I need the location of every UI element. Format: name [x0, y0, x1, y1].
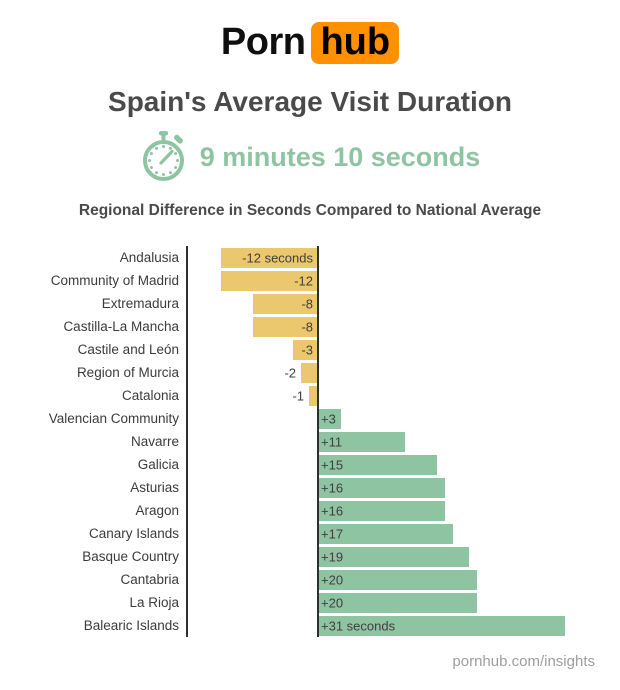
- chart-row: La Rioja +20: [0, 591, 620, 614]
- region-label: Cantabria: [120, 572, 179, 587]
- page-title: Spain's Average Visit Duration: [108, 86, 512, 117]
- value-bar: -8: [253, 316, 317, 337]
- region-label: Andalusia: [119, 250, 179, 265]
- value-bar: -12: [221, 270, 317, 291]
- duration-value: 9 minutes 10 seconds: [199, 141, 481, 172]
- logo-text-porn: Porn: [220, 21, 306, 63]
- value-label: -3: [301, 342, 313, 357]
- value-label: -1: [292, 388, 304, 403]
- chart-row: Asturias +16: [0, 476, 620, 499]
- region-label: Navarre: [130, 434, 179, 449]
- chart-row: Valencian Community +3: [0, 407, 620, 430]
- chart-row: Catalonia -1: [0, 384, 620, 407]
- value-label: +17: [321, 526, 344, 541]
- region-label: Extremadura: [101, 296, 179, 311]
- plot-cell: +20: [186, 591, 620, 614]
- region-label: Catalonia: [121, 388, 179, 403]
- region-label: Community of Madrid: [50, 273, 179, 288]
- value-label: -12: [294, 273, 313, 288]
- chart-row: Castilla-La Mancha -8: [0, 315, 620, 338]
- chart-title: Regional Difference in Seconds Compared …: [78, 202, 542, 219]
- plot-cell: -2: [186, 361, 620, 384]
- value-label: +31 seconds: [321, 618, 396, 633]
- pornhub-logo: Porn hub: [0, 0, 620, 65]
- value-bar: +19: [317, 546, 469, 567]
- value-label: +3: [321, 411, 336, 426]
- plot-cell: -12 seconds: [186, 246, 620, 269]
- value-label: +11: [321, 434, 343, 449]
- value-bar: -12 seconds: [221, 247, 317, 268]
- chart-row: Region of Murcia -2: [0, 361, 620, 384]
- plot-cell: +20: [186, 568, 620, 591]
- value-label: +19: [321, 549, 344, 564]
- footer-url: pornhub.com/insights: [452, 653, 595, 670]
- chart-row: Canary Islands +17: [0, 522, 620, 545]
- chart-row: Balearic Islands +31 seconds: [0, 614, 620, 637]
- value-label: +15: [321, 457, 344, 472]
- region-label: Aragon: [135, 503, 179, 518]
- plot-cell: +19: [186, 545, 620, 568]
- zero-axis-line: [317, 246, 319, 637]
- value-bar: -2: [284, 362, 317, 383]
- bar-chart: Andalusia -12 seconds Community of Madrid -…: [0, 246, 620, 637]
- region-label: Canary Islands: [88, 526, 179, 541]
- value-bar: +16: [317, 500, 445, 521]
- plot-cell: +16: [186, 476, 620, 499]
- logo-text-hub: hub: [311, 22, 400, 64]
- average-duration: 9 minutes 10 seconds: [0, 130, 620, 184]
- value-bar: -3: [293, 339, 317, 360]
- region-label: Region of Murcia: [76, 365, 179, 380]
- value-bar: +3: [317, 408, 341, 429]
- chart-row: Andalusia -12 seconds: [0, 246, 620, 269]
- plot-cell: +16: [186, 499, 620, 522]
- value-label: -8: [301, 296, 313, 311]
- value-bar: +11: [317, 431, 405, 452]
- value-bar: +31 seconds: [317, 615, 565, 636]
- region-label: Galicia: [137, 457, 179, 472]
- plot-cell: +31 seconds: [186, 614, 620, 637]
- plot-cell: +15: [186, 453, 620, 476]
- chart-row: Navarre +11: [0, 430, 620, 453]
- region-label: La Rioja: [129, 595, 179, 610]
- region-label: Asturias: [130, 480, 179, 495]
- chart-row: Aragon +16: [0, 499, 620, 522]
- plot-cell: +11: [186, 430, 620, 453]
- region-label: Balearic Islands: [83, 618, 179, 633]
- value-label: -12 seconds: [242, 250, 313, 265]
- chart-row: Galicia +15: [0, 453, 620, 476]
- plot-cell: -3: [186, 338, 620, 361]
- value-bar: +20: [317, 569, 477, 590]
- chart-row: Extremadura -8: [0, 292, 620, 315]
- plot-cell: +3: [186, 407, 620, 430]
- value-label: -8: [301, 319, 313, 334]
- value-bar: +17: [317, 523, 453, 544]
- chart-row: Basque Country +19: [0, 545, 620, 568]
- region-label: Castilla-La Mancha: [63, 319, 179, 334]
- region-label: Castile and León: [77, 342, 179, 357]
- value-bar: -8: [253, 293, 317, 314]
- value-label: +20: [321, 595, 344, 610]
- region-label: Basque Country: [82, 549, 179, 564]
- value-bar: -1: [292, 385, 317, 406]
- value-label: +16: [321, 480, 344, 495]
- chart-rows: Andalusia -12 seconds Community of Madrid -…: [0, 246, 620, 637]
- region-label: Valencian Community: [48, 411, 179, 426]
- chart-row: Cantabria +20: [0, 568, 620, 591]
- value-bar: +15: [317, 454, 437, 475]
- plot-cell: -8: [186, 315, 620, 338]
- chart-row: Community of Madrid -12: [0, 269, 620, 292]
- plot-cell: +17: [186, 522, 620, 545]
- stopwatch-icon: [142, 130, 184, 181]
- value-bar: +16: [317, 477, 445, 498]
- value-label: +16: [321, 503, 344, 518]
- plot-cell: -12: [186, 269, 620, 292]
- chart-row: Castile and León -3: [0, 338, 620, 361]
- value-label: +20: [321, 572, 344, 587]
- plot-cell: -8: [186, 292, 620, 315]
- plot-cell: -1: [186, 384, 620, 407]
- value-bar: +20: [317, 592, 477, 613]
- value-label: -2: [284, 365, 296, 380]
